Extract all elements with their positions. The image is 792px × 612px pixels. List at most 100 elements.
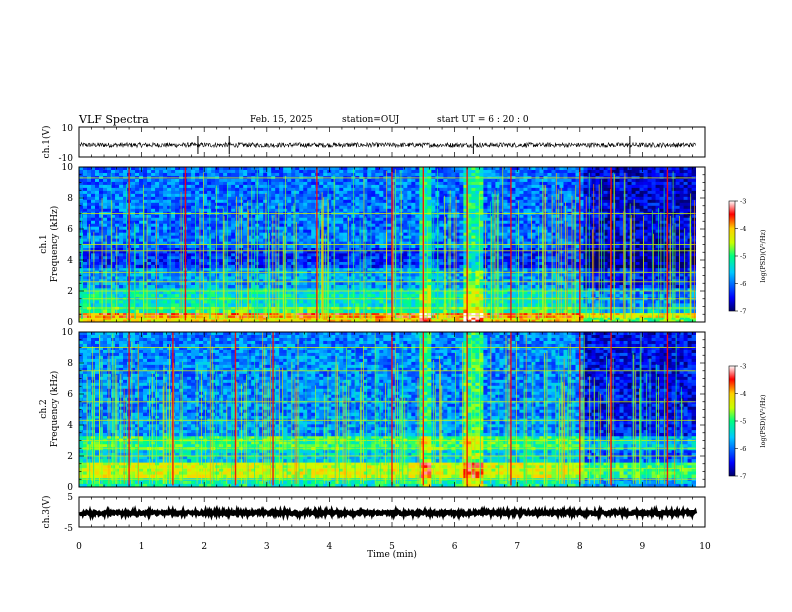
- spectrogram-cell: [595, 261, 600, 266]
- spectrogram-cell: [367, 315, 372, 318]
- spectrogram-cell: [119, 238, 124, 243]
- spectrogram-cell: [415, 276, 420, 280]
- spectrogram-cell: [171, 276, 176, 280]
- spectrogram-cell: [663, 282, 668, 286]
- spectrogram-cell: [411, 256, 416, 260]
- spectrogram-cell: [163, 315, 168, 318]
- spectrogram-cell: [263, 309, 268, 314]
- spectrogram-cell: [187, 303, 192, 307]
- spectrogram-cell: [219, 282, 224, 286]
- spectrogram-cell: [111, 226, 116, 231]
- spectrogram-cell: [555, 319, 560, 322]
- spectrogram-cell: [171, 294, 176, 298]
- spectrogram-cell: [539, 250, 544, 254]
- spectrogram-cell: [247, 247, 252, 251]
- spectrogram-cell: [519, 315, 524, 318]
- spectrogram-cell: [659, 300, 664, 304]
- spectrogram-cell: [115, 256, 120, 260]
- spectrogram-cell: [187, 184, 192, 189]
- spectrogram-cell: [459, 315, 464, 318]
- spectrogram-cell: [499, 247, 504, 251]
- spectrogram-cell: [687, 319, 692, 322]
- spectrogram-cell: [447, 309, 452, 314]
- spectrogram-cell: [291, 256, 296, 260]
- spectrogram-cell: [83, 303, 88, 307]
- spectrogram-cell: [83, 291, 88, 295]
- spectrogram-cell: [487, 276, 492, 280]
- spectrogram-cell: [535, 279, 540, 283]
- spectrogram-cell: [207, 319, 212, 322]
- spectrogram-cell: [131, 256, 136, 260]
- spectrogram-cell: [531, 250, 536, 254]
- spectrogram-cell: [207, 303, 212, 307]
- spectrogram-cell: [547, 282, 552, 286]
- spectrogram-cell: [79, 319, 84, 322]
- spectrogram-cell: [683, 317, 688, 321]
- spectrogram-cell: [295, 250, 300, 254]
- spectrogram-cell: [523, 279, 528, 283]
- spectrogram-cell: [251, 294, 256, 298]
- spectrogram-cell: [147, 312, 152, 316]
- spectrogram-cell: [555, 279, 560, 283]
- spectrogram-cell: [299, 319, 304, 322]
- spectrogram-cell: [507, 279, 512, 283]
- spectrogram-cell: [99, 279, 104, 283]
- spectrogram-cell: [159, 202, 164, 207]
- spectrogram-cell: [479, 294, 484, 298]
- spectrogram-cell: [571, 312, 576, 316]
- spectrogram-cell: [567, 309, 572, 314]
- spectrogram-cell: [447, 247, 452, 251]
- spectrogram-cell: [467, 309, 472, 314]
- spectrogram-cell: [223, 259, 228, 263]
- spectrogram-cell: [419, 273, 424, 277]
- spectrogram-cell: [199, 309, 204, 314]
- spectrogram-cell: [187, 241, 192, 246]
- spectrogram-cell: [511, 285, 516, 289]
- spectrogram-cell: [367, 317, 372, 321]
- spectrogram-cell: [639, 261, 644, 266]
- spectrogram-cell: [199, 312, 204, 316]
- spectrogram-cell: [95, 235, 100, 240]
- spectrogram-cell: [171, 261, 176, 266]
- spectrogram-cell: [131, 276, 136, 280]
- spectrogram-cell: [139, 291, 144, 295]
- spectrogram-cell: [119, 259, 124, 263]
- spectrogram-cell: [219, 253, 224, 257]
- spectrogram-cell: [155, 317, 160, 321]
- spectrogram-cell: [643, 253, 648, 257]
- spectrogram-cell: [603, 303, 608, 307]
- spectrogram-cell: [235, 259, 240, 263]
- spectrogram-cell: [427, 264, 432, 269]
- spectrogram-cell: [551, 319, 556, 322]
- spectrogram-cell: [451, 250, 456, 254]
- spectrogram-cell: [155, 229, 160, 234]
- spectrogram-cell: [99, 238, 104, 243]
- spectrogram-cell: [359, 276, 364, 280]
- spectrogram-cell: [371, 317, 376, 321]
- waveform-ch1-ytick-top: 10: [62, 124, 74, 134]
- spectrogram-cell: [83, 202, 88, 207]
- spectrogram-cell: [223, 303, 228, 307]
- spectrogram-cell: [247, 309, 252, 314]
- spectrogram-cell: [123, 238, 128, 243]
- spectrogram-cell: [99, 167, 104, 171]
- spectrogram-cell: [131, 244, 136, 248]
- spectrogram-cell: [79, 178, 84, 183]
- spectrogram-cell: [203, 253, 208, 257]
- spectrogram-cell: [115, 259, 120, 263]
- spectrogram-cell: [131, 223, 136, 228]
- spectrogram-cell: [259, 247, 264, 251]
- spectrogram-cell: [107, 253, 112, 257]
- spectrogram-cell: [207, 315, 212, 318]
- spectrogram-cell: [311, 276, 316, 280]
- spectrogram-cell: [639, 259, 644, 263]
- spectrogram-cell: [387, 276, 392, 280]
- spectrogram-cell: [135, 223, 140, 228]
- spectrogram-cell: [203, 259, 208, 263]
- spectrogram-cell: [343, 247, 348, 251]
- spectrogram-cell: [479, 259, 484, 263]
- spectrogram-cell: [167, 282, 172, 286]
- spectrogram-cell: [499, 261, 504, 266]
- spectrogram-cell: [271, 294, 276, 298]
- spectrogram-cell: [175, 276, 180, 280]
